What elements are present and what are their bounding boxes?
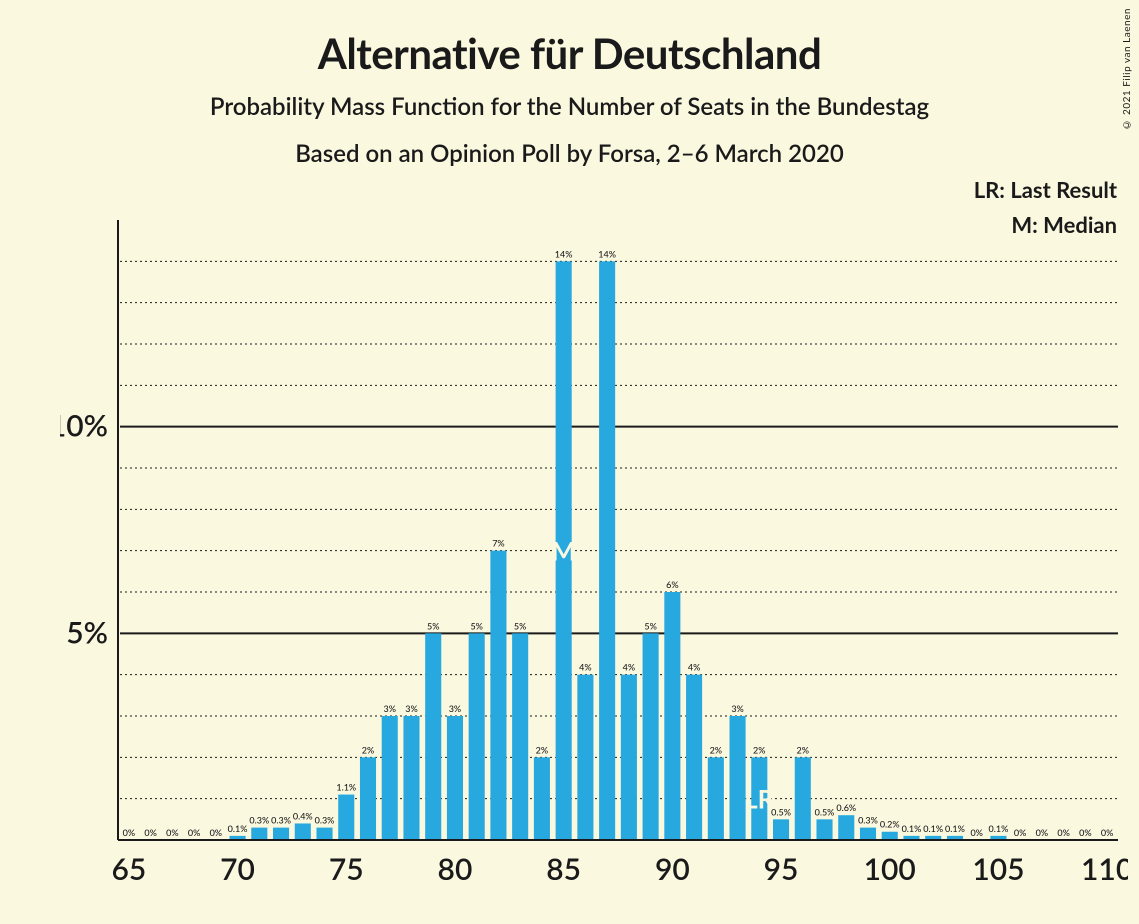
bar-81 [469, 633, 485, 840]
bar-label-77: 3% [383, 703, 395, 714]
bar-73 [295, 823, 311, 840]
bar-80 [447, 716, 463, 840]
bar-label-91: 4% [688, 662, 700, 673]
bar-label-81: 5% [470, 620, 482, 631]
x-tick-105: 105 [972, 851, 1024, 887]
bar-label-69: 0% [210, 827, 222, 838]
bar-96 [795, 757, 811, 840]
median-marker: M [551, 535, 576, 567]
bar-74 [316, 828, 332, 840]
histogram-svg: 5%10%0%0%0%0%0%0.1%0.3%0.3%0.4%0.3%1.1%2… [60, 220, 1128, 900]
bar-86 [577, 675, 593, 840]
bar-78 [403, 716, 419, 840]
bar-label-80: 3% [449, 703, 461, 714]
bar-89 [643, 633, 659, 840]
bar-72 [273, 828, 289, 840]
bar-label-105: 0.1% [989, 823, 1009, 834]
bar-label-102: 0.1% [923, 823, 943, 834]
x-tick-100: 100 [864, 851, 916, 887]
bar-label-97: 0.5% [815, 806, 835, 817]
x-tick-80: 80 [438, 851, 473, 887]
x-tick-95: 95 [764, 851, 799, 887]
bar-label-93: 3% [731, 703, 743, 714]
copyright-text: © 2021 Filip van Laenen [1121, 8, 1133, 131]
bar-label-104: 0% [970, 827, 982, 838]
bar-label-110: 0% [1101, 827, 1113, 838]
bar-label-100: 0.2% [880, 819, 900, 830]
bar-label-71: 0.3% [249, 815, 269, 826]
bar-76 [360, 757, 376, 840]
bar-label-96: 2% [797, 744, 809, 755]
chart-subtitle-1: Probability Mass Function for the Number… [0, 92, 1139, 121]
bar-88 [621, 675, 637, 840]
titles-block: Alternative für Deutschland Probability … [0, 0, 1139, 168]
bar-label-103: 0.1% [945, 823, 965, 834]
bar-label-68: 0% [188, 827, 200, 838]
bar-84 [534, 757, 550, 840]
x-tick-65: 65 [111, 851, 146, 887]
bar-79 [425, 633, 441, 840]
bar-label-109: 0% [1079, 827, 1091, 838]
x-tick-110: 110 [1081, 851, 1128, 887]
chart-subtitle-2: Based on an Opinion Poll by Forsa, 2–6 M… [0, 139, 1139, 168]
bar-label-92: 2% [710, 744, 722, 755]
bar-93 [730, 716, 746, 840]
bar-75 [338, 795, 354, 840]
bar-83 [512, 633, 528, 840]
bar-label-85: 14% [555, 248, 573, 259]
bar-77 [382, 716, 398, 840]
bar-label-98: 0.6% [836, 802, 856, 813]
bar-label-74: 0.3% [315, 815, 335, 826]
x-tick-70: 70 [220, 851, 255, 887]
x-tick-85: 85 [546, 851, 581, 887]
bar-label-84: 2% [536, 744, 548, 755]
bar-label-67: 0% [166, 827, 178, 838]
bar-label-94: 2% [753, 744, 765, 755]
bar-99 [860, 828, 876, 840]
last-result-marker: LR [744, 783, 775, 815]
bar-100 [882, 832, 898, 840]
bar-label-82: 7% [492, 538, 504, 549]
bar-91 [686, 675, 702, 840]
chart-area: 5%10%0%0%0%0%0%0.1%0.3%0.3%0.4%0.3%1.1%2… [60, 220, 1128, 900]
bar-label-88: 4% [623, 662, 635, 673]
bar-label-107: 0% [1036, 827, 1048, 838]
chart-title: Alternative für Deutschland [0, 28, 1139, 78]
bar-label-86: 4% [579, 662, 591, 673]
bar-71 [251, 828, 267, 840]
bar-label-106: 0% [1014, 827, 1026, 838]
bar-label-70: 0.1% [228, 823, 248, 834]
legend-lr: LR: Last Result [974, 176, 1117, 203]
bar-label-72: 0.3% [271, 815, 291, 826]
bar-90 [664, 592, 680, 840]
bar-label-89: 5% [644, 620, 656, 631]
bar-label-87: 14% [598, 248, 616, 259]
bar-label-66: 0% [144, 827, 156, 838]
bar-95 [773, 819, 789, 840]
bar-label-75: 1.1% [336, 782, 356, 793]
bar-label-65: 0% [123, 827, 135, 838]
svg-text:5%: 5% [66, 614, 108, 650]
bar-label-108: 0% [1057, 827, 1069, 838]
x-tick-90: 90 [655, 851, 690, 887]
bar-87 [599, 261, 615, 840]
bar-82 [490, 551, 506, 840]
bar-label-78: 3% [405, 703, 417, 714]
bar-label-101: 0.1% [902, 823, 922, 834]
bar-label-79: 5% [427, 620, 439, 631]
svg-text:10%: 10% [60, 408, 108, 444]
bar-97 [816, 819, 832, 840]
bar-label-83: 5% [514, 620, 526, 631]
x-tick-75: 75 [329, 851, 364, 887]
bar-label-90: 6% [666, 579, 678, 590]
bar-label-76: 2% [362, 744, 374, 755]
bar-label-73: 0.4% [293, 810, 313, 821]
bar-label-99: 0.3% [858, 815, 878, 826]
bar-92 [708, 757, 724, 840]
bar-98 [838, 815, 854, 840]
